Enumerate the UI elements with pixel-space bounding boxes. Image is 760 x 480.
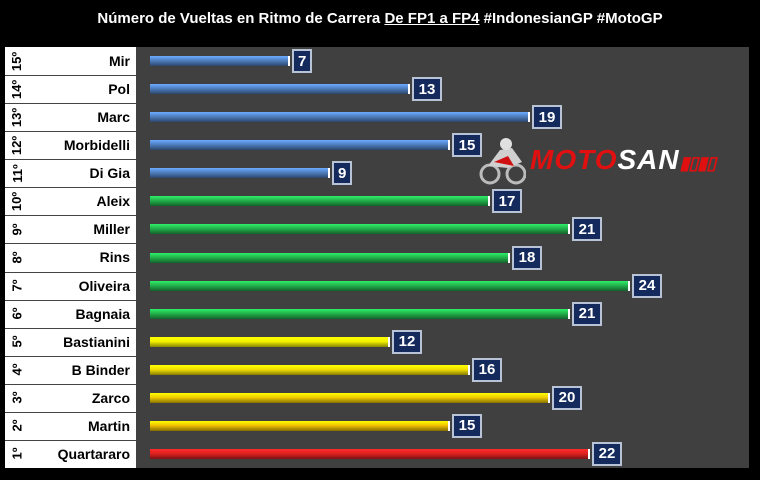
rank-text: 9º: [9, 223, 25, 236]
bar: [150, 112, 530, 123]
rider-label: Bagnaia: [75, 305, 130, 322]
data-label: 21: [572, 217, 602, 242]
row-separator: [5, 131, 136, 133]
bar: [150, 336, 390, 347]
rank-text: 4º: [9, 363, 25, 376]
rider-label: Marc: [97, 109, 130, 126]
logo-text: MOTOSAN▮▯▮▯: [530, 144, 716, 175]
data-label: 19: [532, 105, 562, 130]
data-label: 21: [572, 301, 602, 326]
row-separator: [5, 159, 136, 161]
bar: [150, 252, 510, 263]
rider-label: Pol: [108, 81, 130, 98]
rank-text: 7º: [9, 279, 25, 292]
rider-label: Rins: [99, 249, 130, 266]
rider-label: Miller: [93, 221, 130, 238]
data-label: 18: [512, 245, 542, 270]
row-separator: [5, 439, 136, 441]
data-label: 16: [472, 357, 502, 382]
rider-label: Oliveira: [78, 277, 130, 294]
bar: [150, 280, 630, 291]
data-label: 22: [592, 441, 622, 466]
rank-text: 13º: [9, 107, 25, 127]
row-separator: [5, 215, 136, 217]
rank-label: 14º: [5, 75, 29, 103]
rank-text: 6º: [9, 307, 25, 320]
bar: [150, 224, 570, 235]
plot-area: 7 13 19 15 9 17 21 18 24 21 12 16 20 15 22: [136, 47, 749, 468]
rank-text: 15º: [9, 51, 25, 71]
rank-text: 10º: [9, 191, 25, 211]
data-label: 13: [412, 77, 442, 102]
data-label: 24: [632, 273, 662, 298]
row-separator: [5, 187, 136, 189]
rank-label: 4º: [5, 356, 29, 384]
rider-label: B Binder: [71, 361, 130, 378]
rank-label: 3º: [5, 384, 29, 412]
rank-label: 9º: [5, 215, 29, 243]
row-separator: [5, 327, 136, 329]
rank-text: 8º: [9, 251, 25, 264]
rank-label: 11º: [5, 159, 29, 187]
rank-label: 5º: [5, 328, 29, 356]
data-label: 15: [452, 133, 482, 158]
row-separator: [5, 243, 136, 245]
rank-text: 2º: [9, 419, 25, 432]
rider-column: Mir Pol Marc Morbidelli Di Gia Aleix Miller Rin…: [29, 47, 136, 468]
row-separator: [5, 411, 136, 413]
motorcycle-icon: [479, 138, 526, 185]
rider-label: Martin: [88, 417, 130, 434]
rank-text: 3º: [9, 391, 25, 404]
bar: [150, 196, 490, 207]
row-separator: [5, 75, 136, 77]
rider-label: Quartararo: [57, 445, 130, 462]
bar: [150, 308, 570, 319]
rider-label: Zarco: [91, 389, 130, 406]
chart-title: Número de Vueltas en Ritmo de Carrera De…: [97, 10, 663, 27]
data-label: 7: [292, 49, 313, 74]
bar: [150, 448, 590, 459]
rank-text: 12º: [9, 135, 25, 155]
rank-label: 1º: [5, 440, 29, 468]
row-separator: [5, 383, 136, 385]
rank-label: 10º: [5, 187, 29, 215]
rank-label: 15º: [5, 47, 29, 75]
rank-column: 15º 14º 13º 12º 11º 10º 9º 8º 7º 6º 5º 4º 3º 2º 1º: [5, 47, 29, 468]
bar: [150, 56, 290, 67]
motosan-logo: MOTOSAN▮▯▮▯: [478, 134, 728, 188]
rank-text: 1º: [9, 447, 25, 460]
rider-label: Bastianini: [63, 333, 130, 350]
rank-text: 5º: [9, 335, 25, 348]
rider-label: Mir: [109, 53, 130, 70]
row-separator: [5, 299, 136, 301]
rank-label: 6º: [5, 300, 29, 328]
bar: [150, 140, 450, 151]
row-separator: [5, 355, 136, 357]
rank-label: 12º: [5, 131, 29, 159]
rider-label: Aleix: [96, 193, 130, 210]
rank-label: 8º: [5, 243, 29, 271]
data-label: 17: [492, 189, 522, 214]
bar: [150, 84, 410, 95]
data-label: 15: [452, 413, 482, 438]
bar: [150, 420, 450, 431]
row-separator: [5, 271, 136, 273]
bar: [150, 364, 470, 375]
data-label: 20: [552, 385, 582, 410]
rider-label: Morbidelli: [63, 137, 130, 154]
bar: [150, 392, 550, 403]
row-separator: [5, 103, 136, 105]
bar: [150, 168, 330, 179]
data-label: 12: [392, 329, 422, 354]
rank-label: 7º: [5, 272, 29, 300]
rank-text: 11º: [9, 164, 25, 183]
rank-label: 13º: [5, 103, 29, 131]
rank-text: 14º: [9, 79, 25, 99]
rank-label: 2º: [5, 412, 29, 440]
rider-label: Di Gia: [89, 165, 130, 182]
data-label: 9: [332, 161, 353, 186]
